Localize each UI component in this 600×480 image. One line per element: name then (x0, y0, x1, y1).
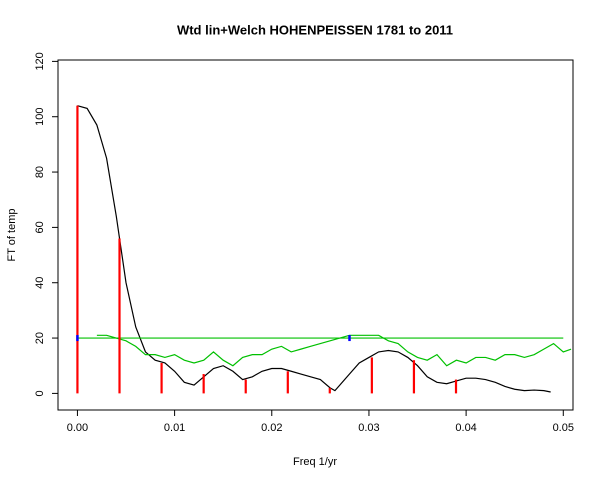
x-tick-label: 0.01 (164, 422, 185, 434)
series-line (96, 334, 572, 367)
y-tick-label: 80 (34, 166, 46, 178)
chart-title: Wtd lin+Welch HOHENPEISSEN 1781 to 2011 (177, 22, 453, 37)
plot-box (57, 59, 574, 411)
x-tick-label: 0.02 (261, 422, 282, 434)
y-axis-label: FT of temp (6, 209, 18, 262)
x-tick-label: 0.04 (455, 422, 476, 434)
x-tick-label: 0.00 (67, 422, 88, 434)
y-tick-label: 120 (34, 52, 46, 70)
x-tick-label: 0.03 (358, 422, 379, 434)
y-tick-label: 40 (34, 277, 46, 289)
y-tick-label: 0 (34, 390, 46, 396)
series-line (77, 105, 551, 393)
y-tick-label: 100 (34, 108, 46, 126)
y-tick-label: 60 (34, 221, 46, 233)
x-axis-label: Freq 1/yr (293, 456, 337, 468)
x-tick-label: 0.05 (553, 422, 574, 434)
y-tick-label: 20 (34, 332, 46, 344)
